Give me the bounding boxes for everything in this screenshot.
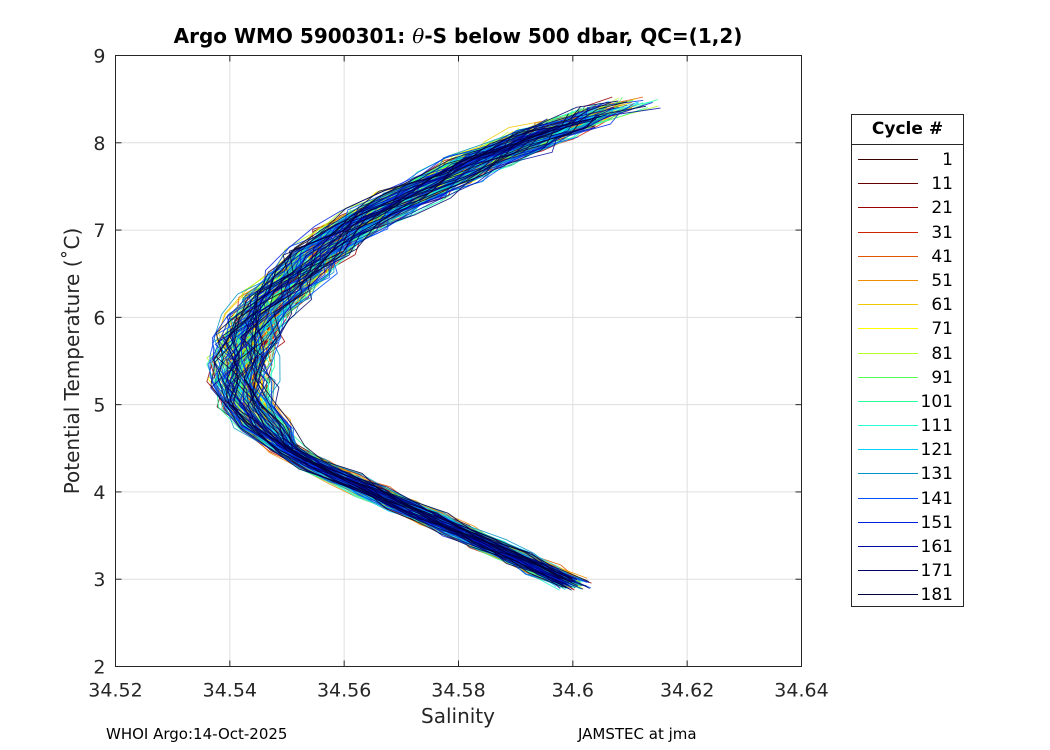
legend-label: 91 [931, 367, 953, 388]
legend-swatch [858, 352, 918, 354]
legend-swatch [858, 255, 918, 257]
legend: Cycle # 1 11 21 31 41 51 61 71 81 91 101 111 121 131 1… [851, 114, 964, 607]
title-suffix: -S below 500 dbar, QC=(1,2) [424, 24, 743, 48]
legend-label: 101 [920, 391, 953, 412]
legend-items: 1 11 21 31 41 51 61 71 81 91 101 111 121 131 141 151 161… [852, 145, 963, 608]
y-tick-label: 7 [93, 220, 105, 242]
legend-label: 141 [920, 488, 953, 509]
y-tick-label: 5 [93, 395, 105, 417]
y-tick-label: 3 [93, 569, 105, 591]
legend-label: 41 [931, 246, 953, 267]
legend-swatch [858, 473, 918, 475]
legend-entry: 141 [852, 487, 963, 511]
profile-line [225, 116, 602, 588]
legend-label: 131 [920, 464, 953, 485]
legend-label: 181 [920, 585, 953, 606]
footer-source: JAMSTEC at jma [578, 725, 697, 743]
legend-entry: 181 [852, 583, 963, 607]
ticks: 34.52 34.54 34.56 34.58 34.6 34.62 34.64 2 3 4 5 6 7… [88, 46, 828, 702]
title-prefix: Argo WMO 5900301: [173, 24, 413, 48]
profile-line [255, 107, 629, 581]
legend-entry: 81 [852, 342, 963, 366]
legend-swatch [858, 231, 918, 233]
x-tick-label: 34.62 [660, 680, 714, 702]
profiles [206, 96, 661, 591]
x-tick-label: 34.6 [552, 680, 594, 702]
x-tick-label: 34.58 [431, 680, 485, 702]
legend-label: 171 [920, 561, 953, 582]
legend-label: 71 [931, 319, 953, 340]
y-tick-label: 2 [93, 657, 105, 679]
profile-line [240, 130, 573, 580]
legend-entry: 101 [852, 390, 963, 414]
legend-label: 1 [942, 150, 953, 170]
profile-line [259, 124, 592, 589]
legend-label: 111 [920, 416, 953, 437]
profile-line [233, 105, 647, 587]
legend-swatch [858, 159, 918, 160]
profile-line [257, 128, 589, 582]
profile-line [215, 129, 561, 580]
x-tick-label: 34.64 [774, 680, 828, 702]
legend-swatch [858, 425, 918, 427]
legend-entry: 171 [852, 559, 963, 583]
legend-label: 61 [931, 295, 953, 316]
legend-entry: 111 [852, 414, 963, 438]
x-tick-label: 34.54 [203, 680, 257, 702]
legend-entry: 131 [852, 462, 963, 486]
legend-label: 151 [920, 512, 953, 533]
legend-title: Cycle # [852, 115, 963, 145]
chart-title: Argo WMO 5900301: θ-S below 500 dbar, QC… [115, 24, 801, 48]
legend-swatch [858, 570, 918, 572]
legend-swatch [858, 521, 918, 523]
x-tick-label: 34.52 [88, 680, 142, 702]
legend-label: 31 [931, 222, 953, 243]
profile-line [210, 113, 569, 588]
y-tick-label: 6 [93, 307, 105, 329]
legend-entry: 121 [852, 438, 963, 462]
legend-swatch [858, 183, 918, 185]
legend-swatch [858, 304, 918, 306]
legend-swatch [858, 497, 918, 499]
legend-label: 81 [931, 343, 953, 364]
legend-entry: 151 [852, 511, 963, 535]
legend-entry: 51 [852, 269, 963, 293]
legend-swatch [858, 594, 918, 596]
footer-credit: WHOI Argo:14-Oct-2025 [106, 725, 288, 743]
legend-entry: 11 [852, 172, 963, 196]
legend-label: 121 [920, 440, 953, 461]
legend-label: 51 [931, 270, 953, 291]
y-axis-label: Potential Temperature (˚C) [60, 227, 84, 495]
legend-label: 21 [931, 198, 953, 219]
legend-entry: 31 [852, 221, 963, 245]
legend-swatch [858, 376, 918, 378]
legend-entry: 41 [852, 245, 963, 269]
legend-entry: 21 [852, 196, 963, 220]
title-theta: θ [412, 24, 425, 48]
legend-entry: 71 [852, 317, 963, 341]
legend-swatch [858, 279, 918, 281]
x-tick-label: 34.56 [317, 680, 371, 702]
legend-entry: 161 [852, 535, 963, 559]
y-tick-label: 8 [93, 133, 105, 155]
profile-line [245, 114, 607, 588]
legend-swatch [858, 449, 918, 451]
profile-line [213, 101, 612, 585]
y-tick-label: 9 [93, 46, 105, 68]
legend-swatch [858, 328, 918, 330]
x-axis-label: Salinity [421, 704, 495, 728]
legend-entry: 1 [852, 148, 963, 172]
legend-swatch [858, 546, 918, 547]
legend-swatch [858, 400, 918, 402]
profile-line [228, 132, 569, 583]
legend-entry: 91 [852, 366, 963, 390]
legend-label: 11 [931, 174, 953, 195]
legend-entry: 61 [852, 293, 963, 317]
y-tick-label: 4 [93, 482, 105, 504]
legend-label: 161 [920, 537, 953, 557]
legend-swatch [858, 207, 918, 209]
